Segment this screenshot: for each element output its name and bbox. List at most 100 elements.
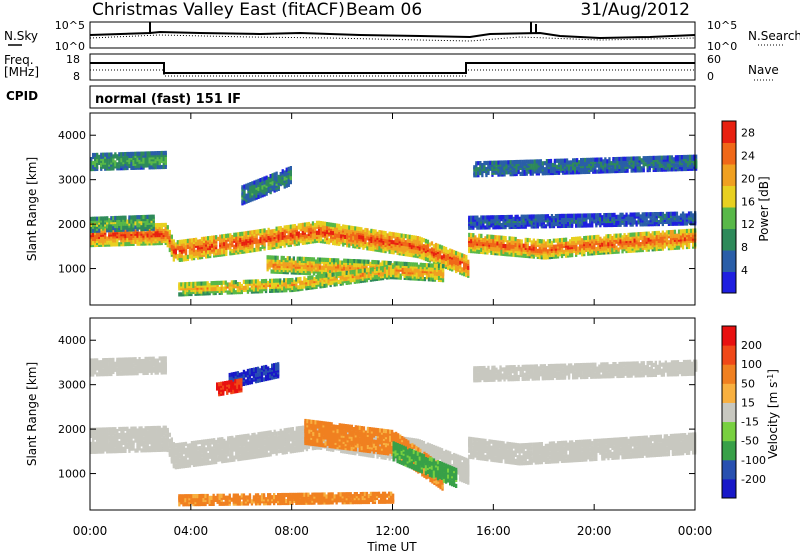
power-cell-band-8: [476, 215, 479, 220]
power-cell-band-0: [283, 229, 286, 234]
power-cell-band-1: [526, 237, 529, 243]
power-cell-band-0: [132, 231, 135, 236]
power-cell-band-1: [472, 237, 475, 242]
power-cell-band-0: [120, 230, 123, 235]
power-cell-band-0: [217, 248, 220, 253]
power-cell-band-0: [368, 246, 371, 251]
power-cell-band-4: [279, 180, 282, 185]
power-cell-band-4: [273, 172, 276, 177]
power-cell-band-6: [208, 283, 211, 288]
power-cell-band-2: [94, 152, 97, 158]
power-cell-band-7: [616, 160, 619, 166]
power-cell-band-0: [231, 243, 234, 248]
power-cell-band-0: [184, 239, 188, 244]
power-cell-band-5: [383, 260, 386, 265]
power-cell-band-4: [255, 179, 258, 184]
power-cell-band-7: [529, 159, 532, 164]
power-cell-band-8: [502, 215, 505, 220]
power-cell-band-7: [584, 157, 587, 163]
nsky-panel: N.Sky 10^5 10^0 10^5 10^0 N.Search: [4, 19, 800, 53]
power-cell-band-1: [558, 238, 562, 243]
power-cell-band-1: [635, 232, 638, 237]
power-cell-band-1: [560, 253, 564, 259]
power-cell-band-7: [688, 154, 692, 159]
power-cell-band-6: [333, 276, 336, 281]
power-cell-band-5: [415, 272, 418, 277]
power-cell-band-5: [401, 267, 404, 272]
power-cell-band-1: [496, 245, 499, 250]
power-cell-band-2: [118, 164, 121, 169]
power-cell-band-6: [355, 269, 358, 274]
power-cell-band-5: [268, 255, 271, 260]
power-cell-band-7: [547, 159, 551, 164]
power-cell-band-5: [417, 268, 420, 273]
power-cell-band-7: [606, 159, 609, 164]
power-cell-band-0: [311, 233, 315, 238]
power-cell-band-0: [360, 227, 363, 232]
power-cell-band-7: [656, 155, 659, 160]
power-cell-band-1: [468, 236, 471, 241]
power-cell-band-7: [527, 159, 530, 164]
power-cell-band-1: [540, 239, 543, 244]
power-cell-band-7: [570, 160, 573, 165]
power-cell-band-3: [148, 214, 151, 219]
power-cell-band-1: [625, 244, 628, 250]
power-cell-band-1: [560, 237, 564, 243]
power-cell-band-2: [160, 164, 163, 170]
power-cell-band-0: [196, 255, 200, 260]
power-cell-band-5: [341, 260, 344, 265]
power-cell-band-7: [572, 158, 575, 163]
power-cell-band-0: [158, 223, 161, 228]
power-cell-band-1: [542, 239, 545, 244]
power-cell-band-8: [520, 224, 523, 229]
power-cell-band-6: [305, 278, 308, 283]
power-cell-band-0: [414, 245, 417, 250]
power-cell-band-7: [491, 160, 494, 165]
power-cell-band-0: [366, 232, 369, 237]
power-cell-band-3: [146, 224, 149, 229]
power-cell-band-7: [563, 158, 567, 163]
power-cell-band-2: [148, 159, 151, 164]
power-cell-band-7: [638, 162, 641, 167]
power-cell-band-7: [664, 155, 667, 160]
power-cell-band-0: [235, 236, 238, 241]
power-cell-band-1: [554, 238, 558, 243]
power-cell-band-5: [300, 266, 303, 271]
power-cell-band-1: [518, 239, 521, 244]
power-cell-band-1: [577, 240, 580, 245]
power-cell-band-0: [388, 249, 391, 254]
power-cell-band-0: [307, 221, 311, 227]
power-cell-band-4: [287, 166, 290, 171]
power-cell-band-4: [241, 199, 244, 204]
power-cell-band-7: [614, 157, 617, 162]
power-cell-band-8: [506, 222, 509, 228]
power-cell-band-4: [251, 181, 254, 186]
power-cell-band-6: [178, 282, 181, 287]
power-cell-band-7: [644, 162, 647, 167]
power-cell-band-6: [258, 281, 262, 286]
power-cell-band-0: [319, 231, 323, 236]
power-cell-band-0: [253, 247, 256, 253]
power-cell-band-0: [390, 231, 393, 237]
power-cell-band-1: [476, 237, 479, 242]
power-cell-band-5: [399, 261, 402, 266]
power-cell-band-2: [142, 157, 145, 162]
power-cell-band-0: [239, 237, 242, 243]
power-cell-band-0: [275, 242, 278, 247]
power-cell-band-0: [194, 249, 198, 254]
power-cell-band-1: [617, 233, 620, 238]
power-cell-band-1: [512, 236, 515, 241]
power-cell-band-0: [247, 248, 250, 253]
power-cell-band-6: [275, 282, 278, 287]
power-cell-band-0: [144, 231, 147, 236]
power-cell-band-0: [126, 241, 129, 247]
power-cell-band-6: [228, 282, 231, 287]
power-cell-band-7: [529, 165, 532, 170]
power-cell-band-5: [437, 275, 441, 280]
power-cell-band-1: [494, 235, 497, 240]
power-cell-band-4: [265, 179, 268, 184]
power-cell-band-8: [498, 215, 501, 220]
power-cell-band-0: [229, 251, 232, 256]
power-cell-band-6: [285, 288, 288, 293]
power-cell-band-3: [126, 219, 129, 224]
